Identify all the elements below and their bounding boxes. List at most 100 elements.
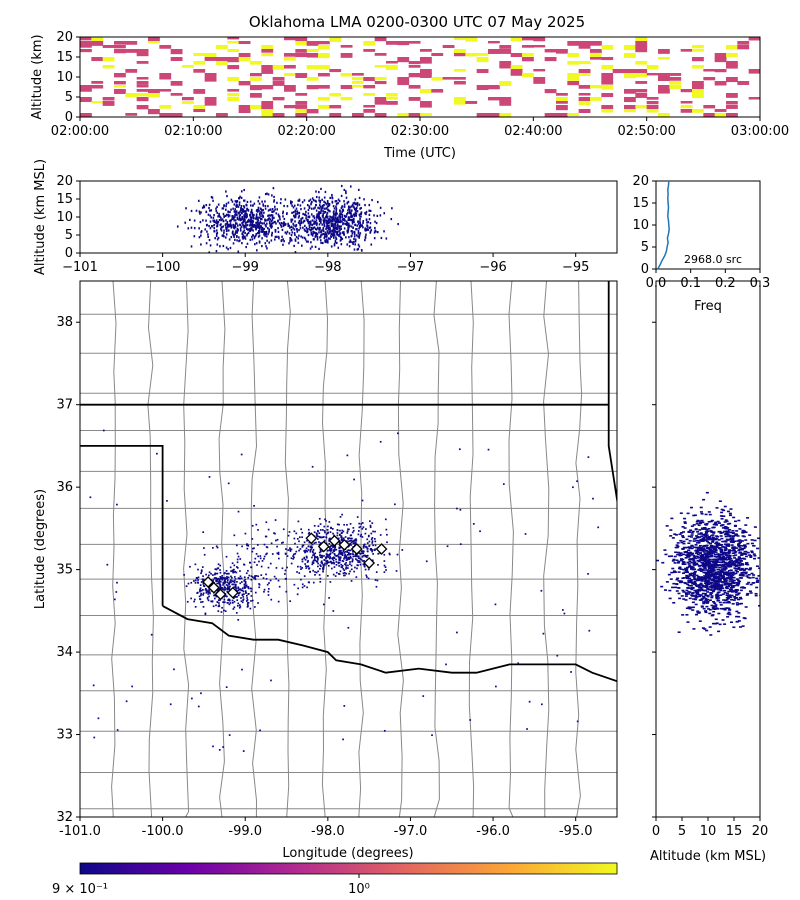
source-point bbox=[344, 563, 346, 566]
source-point bbox=[345, 215, 348, 218]
source-point bbox=[673, 562, 677, 564]
source-point bbox=[324, 231, 327, 234]
source-point bbox=[271, 231, 274, 234]
source-point bbox=[350, 205, 353, 208]
source-point bbox=[677, 580, 681, 582]
source-point bbox=[265, 553, 267, 556]
source-point bbox=[211, 600, 214, 603]
source-point bbox=[684, 599, 688, 601]
source-point bbox=[336, 233, 339, 236]
source-point bbox=[347, 556, 350, 559]
source-point bbox=[268, 228, 271, 231]
source-point bbox=[316, 538, 319, 540]
source-point bbox=[320, 218, 322, 221]
source-point bbox=[258, 225, 260, 228]
source-point bbox=[325, 213, 328, 216]
time-altitude-cell bbox=[261, 53, 274, 57]
time-altitude-cell bbox=[556, 49, 568, 54]
source-point bbox=[702, 601, 706, 603]
source-point bbox=[711, 614, 715, 616]
time-altitude-cell bbox=[91, 37, 104, 42]
source-point bbox=[275, 567, 278, 569]
source-point bbox=[656, 559, 659, 562]
time-altitude-cell bbox=[204, 57, 217, 61]
source-point bbox=[289, 547, 291, 550]
source-point bbox=[708, 599, 712, 601]
source-point bbox=[221, 576, 224, 579]
time-altitude-cell bbox=[714, 81, 727, 86]
source-point bbox=[739, 559, 743, 562]
source-point bbox=[738, 551, 742, 554]
source-point bbox=[737, 539, 741, 542]
source-point bbox=[220, 586, 223, 589]
source-point bbox=[202, 592, 205, 595]
source-point bbox=[258, 202, 261, 205]
source-point bbox=[217, 605, 220, 608]
source-point bbox=[243, 199, 245, 202]
source-point bbox=[396, 432, 399, 435]
source-point bbox=[354, 538, 357, 541]
source-point bbox=[748, 568, 752, 571]
source-point bbox=[700, 605, 704, 608]
source-point bbox=[281, 235, 283, 238]
source-point bbox=[362, 546, 365, 549]
source-point bbox=[246, 602, 249, 604]
time-altitude-cell bbox=[80, 97, 92, 102]
source-point bbox=[735, 603, 739, 606]
source-point bbox=[286, 205, 289, 208]
source-point bbox=[315, 209, 318, 212]
source-point bbox=[266, 227, 269, 230]
source-point bbox=[298, 234, 300, 237]
source-point bbox=[319, 529, 322, 531]
source-point bbox=[316, 534, 318, 537]
source-point bbox=[258, 234, 261, 237]
source-point bbox=[307, 545, 310, 548]
source-point bbox=[215, 229, 218, 232]
source-point bbox=[735, 602, 739, 604]
source-point bbox=[196, 592, 198, 594]
source-point bbox=[669, 578, 673, 580]
source-point bbox=[205, 219, 207, 222]
source-point bbox=[364, 239, 366, 242]
source-point bbox=[219, 564, 222, 567]
source-point bbox=[195, 209, 198, 212]
source-point bbox=[210, 195, 213, 199]
source-point bbox=[711, 571, 715, 573]
time-altitude-cell bbox=[726, 53, 738, 57]
source-point bbox=[696, 530, 700, 533]
source-point bbox=[319, 536, 321, 539]
source-point bbox=[258, 196, 261, 199]
source-point bbox=[738, 547, 742, 549]
source-point bbox=[711, 590, 715, 593]
source-point bbox=[341, 210, 343, 213]
source-point bbox=[345, 566, 348, 569]
source-point bbox=[212, 745, 214, 748]
source-point bbox=[705, 605, 709, 608]
time-altitude-cell bbox=[204, 97, 217, 102]
source-point bbox=[711, 567, 715, 569]
source-point bbox=[200, 592, 203, 595]
source-point bbox=[326, 532, 329, 535]
source-point bbox=[675, 559, 679, 562]
source-point bbox=[233, 216, 236, 219]
source-point bbox=[236, 227, 239, 230]
source-point bbox=[207, 599, 210, 602]
source-point bbox=[357, 230, 360, 233]
time-altitude-cell bbox=[669, 85, 682, 89]
time-altitude-cell bbox=[624, 97, 636, 103]
source-point bbox=[222, 244, 225, 248]
source-point bbox=[225, 686, 228, 689]
source-point bbox=[264, 224, 267, 227]
source-point bbox=[357, 222, 360, 225]
source-point bbox=[266, 247, 268, 250]
source-point bbox=[321, 556, 323, 558]
source-point bbox=[702, 607, 706, 610]
source-point bbox=[236, 231, 238, 234]
source-point bbox=[235, 229, 237, 232]
source-point bbox=[257, 222, 260, 225]
time-altitude-xticks: 02:00:00 02:10:00 02:20:00 02:30:00 02:40:00… bbox=[51, 117, 789, 139]
source-point bbox=[231, 576, 233, 579]
red-river-border bbox=[162, 605, 617, 683]
source-point bbox=[236, 595, 238, 598]
source-point bbox=[688, 558, 692, 561]
